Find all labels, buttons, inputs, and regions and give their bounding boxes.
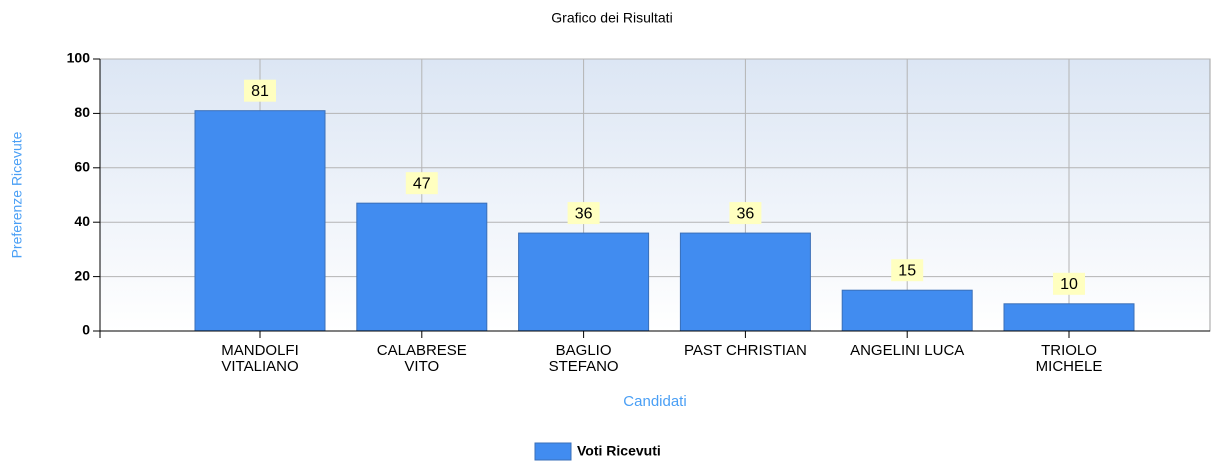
y-tick-label: 60 <box>74 159 90 175</box>
y-tick-label: 40 <box>74 213 90 229</box>
y-tick-label: 20 <box>74 267 90 283</box>
value-label: 81 <box>251 83 269 100</box>
value-label: 36 <box>737 205 755 222</box>
bar <box>194 110 326 332</box>
value-label-box <box>567 202 600 225</box>
value-label: 10 <box>1060 276 1078 293</box>
x-tick-label: BAGLIO STEFANO <box>549 342 619 375</box>
value-label: 36 <box>575 205 593 222</box>
bar <box>356 202 488 332</box>
bar <box>841 289 973 332</box>
y-tick-label: 0 <box>82 322 90 338</box>
x-tick-label: ANGELINI LUCA <box>850 342 964 359</box>
bar <box>518 232 650 332</box>
value-label-box <box>729 202 762 225</box>
legend-swatch <box>534 442 572 461</box>
x-tick-label: MANDOLFI VITALIANO <box>221 342 299 375</box>
legend-label: Voti Ricevuti <box>577 443 661 459</box>
y-tick-label: 80 <box>74 104 90 120</box>
x-tick-label: CALABRESE VITO <box>377 342 467 375</box>
bar <box>679 232 811 332</box>
x-axis-title: Candidati <box>623 393 686 410</box>
y-tick-label: 100 <box>67 50 91 66</box>
value-label-box <box>1053 272 1085 295</box>
value-label-box <box>891 259 924 282</box>
bar <box>1003 303 1135 332</box>
x-tick-label: TRIOLO MICHELE <box>1036 342 1103 375</box>
value-label: 47 <box>413 175 431 192</box>
value-label: 15 <box>898 262 916 279</box>
y-axis-title: Preferenze Ricevute <box>9 131 25 258</box>
x-tick-label: PAST CHRISTIAN <box>684 342 807 359</box>
value-label-box <box>244 79 276 102</box>
chart-title: Grafico dei Risultati <box>551 10 672 26</box>
value-label-box <box>405 172 438 195</box>
